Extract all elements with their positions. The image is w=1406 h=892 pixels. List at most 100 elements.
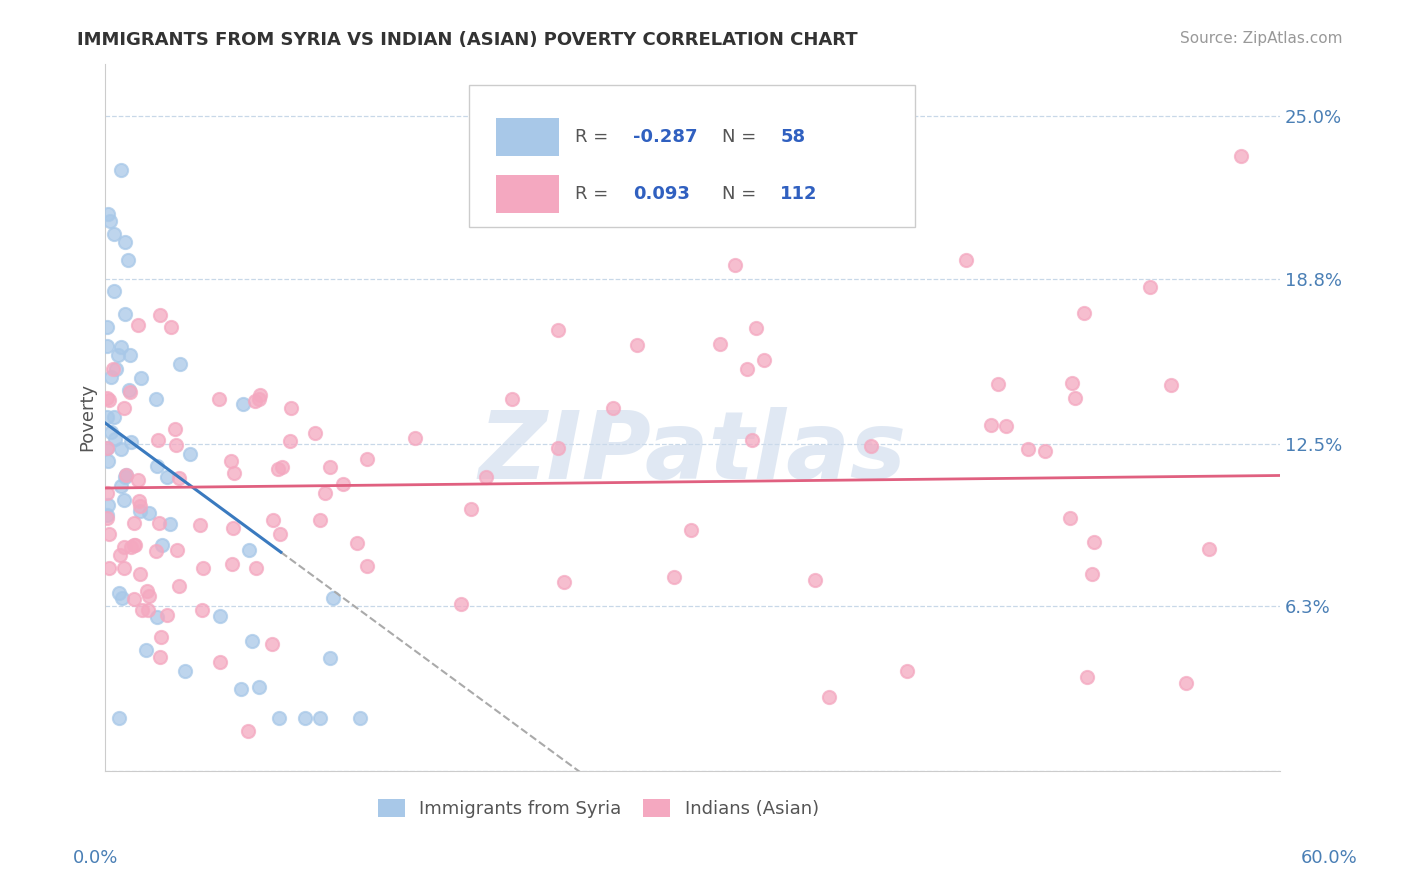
Point xyxy=(262,513,284,527)
Point xyxy=(97,207,120,221)
Point xyxy=(149,649,172,664)
Point xyxy=(1083,535,1105,549)
Point xyxy=(135,643,157,657)
Point xyxy=(96,508,118,522)
Point xyxy=(98,561,121,575)
Point xyxy=(602,401,624,415)
Point xyxy=(896,664,918,678)
Point xyxy=(271,459,294,474)
Point xyxy=(626,338,648,352)
Point xyxy=(107,348,129,362)
Point xyxy=(96,392,118,406)
Point xyxy=(96,339,118,353)
Point xyxy=(146,433,169,447)
Point xyxy=(404,431,426,445)
Point xyxy=(1081,567,1104,582)
Point xyxy=(112,540,135,554)
Point xyxy=(115,468,138,483)
Point xyxy=(145,543,167,558)
Point xyxy=(96,486,118,500)
Point xyxy=(136,583,159,598)
Point xyxy=(110,479,132,493)
Point xyxy=(980,417,1002,432)
Point xyxy=(238,543,260,558)
Point xyxy=(191,603,214,617)
Point xyxy=(240,634,263,648)
Point xyxy=(356,558,378,573)
Point xyxy=(319,459,342,474)
Point xyxy=(108,711,131,725)
Point xyxy=(547,322,569,336)
Point xyxy=(129,371,152,385)
Point xyxy=(1073,306,1095,320)
Y-axis label: Poverty: Poverty xyxy=(79,384,96,451)
Point xyxy=(160,319,183,334)
Point xyxy=(114,307,136,321)
Point xyxy=(173,664,195,678)
Point xyxy=(96,410,118,425)
Point xyxy=(131,602,153,616)
Point xyxy=(221,558,243,572)
Point xyxy=(124,538,146,552)
Text: ZIPatlas: ZIPatlas xyxy=(478,407,907,499)
Point xyxy=(269,711,291,725)
Point xyxy=(249,387,271,401)
Point xyxy=(103,227,125,242)
Point xyxy=(127,473,149,487)
Point xyxy=(146,609,169,624)
Point xyxy=(129,566,152,581)
Point xyxy=(98,214,121,228)
Point xyxy=(994,419,1017,434)
Point xyxy=(209,608,232,623)
Point xyxy=(1033,443,1056,458)
Point xyxy=(346,535,368,549)
Point xyxy=(818,690,841,705)
Point xyxy=(166,542,188,557)
Point xyxy=(741,433,763,447)
Point xyxy=(98,392,121,407)
Point xyxy=(127,318,149,333)
Point xyxy=(129,499,152,513)
Point xyxy=(107,586,129,600)
Point xyxy=(267,462,290,476)
Point xyxy=(165,422,187,436)
Point xyxy=(146,458,169,473)
Text: R =: R = xyxy=(575,128,613,146)
Point xyxy=(322,591,344,606)
Point xyxy=(115,468,138,483)
Point xyxy=(222,521,245,535)
Point xyxy=(955,253,977,268)
Point xyxy=(779,188,801,202)
Point xyxy=(475,469,498,483)
Point xyxy=(167,471,190,485)
Point xyxy=(208,392,231,407)
Point xyxy=(280,401,302,416)
Point xyxy=(460,502,482,516)
Point xyxy=(860,439,883,453)
Point xyxy=(112,561,135,575)
Text: N =: N = xyxy=(721,128,762,146)
Point xyxy=(103,409,125,424)
Point xyxy=(1064,391,1087,405)
Point xyxy=(96,454,118,468)
Point xyxy=(129,504,152,518)
FancyBboxPatch shape xyxy=(468,86,915,227)
Text: 112: 112 xyxy=(780,185,818,203)
Point xyxy=(501,392,523,407)
Point xyxy=(96,442,118,456)
Point xyxy=(260,637,283,651)
Text: 0.0%: 0.0% xyxy=(73,849,118,867)
Point xyxy=(1198,542,1220,557)
Point xyxy=(735,361,758,376)
Point xyxy=(188,518,211,533)
Point xyxy=(349,711,371,725)
Point xyxy=(145,392,167,406)
Point xyxy=(97,498,120,512)
Point xyxy=(118,383,141,397)
Point xyxy=(100,425,122,439)
Point xyxy=(553,574,575,589)
Point xyxy=(745,321,768,335)
Point xyxy=(96,319,118,334)
FancyBboxPatch shape xyxy=(496,175,560,213)
Point xyxy=(111,591,134,605)
